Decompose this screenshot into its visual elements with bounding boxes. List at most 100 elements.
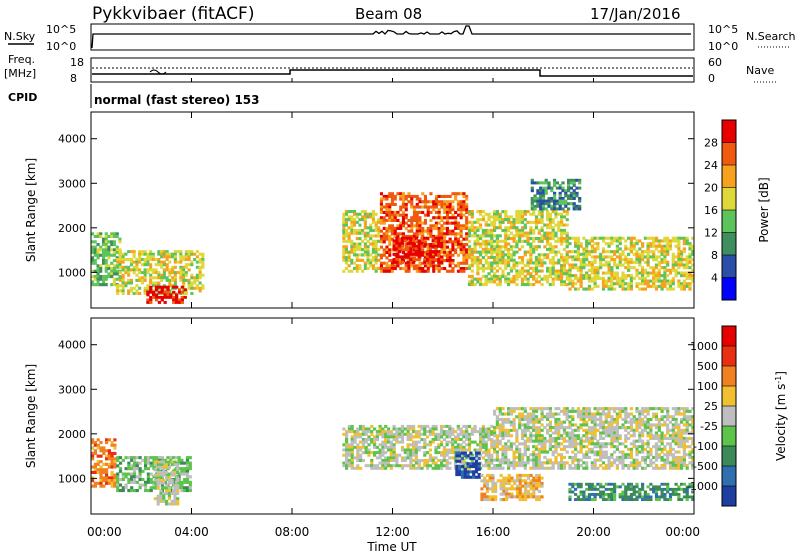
power-cell (530, 199, 534, 203)
velocity-cell (610, 423, 614, 427)
velocity-cell (479, 427, 483, 431)
power-cell (162, 250, 166, 254)
velocity-cell (574, 458, 578, 462)
power-cell (385, 197, 389, 201)
velocity-cell (437, 432, 441, 436)
power-cell (671, 258, 675, 262)
velocity-cell (487, 464, 491, 468)
power-cell (518, 269, 522, 273)
power-cell (551, 245, 555, 249)
power-cell (456, 237, 460, 241)
power-cell (400, 260, 405, 264)
velocity-cell (440, 435, 444, 439)
power-cell (434, 226, 438, 230)
velocity-cell (593, 436, 597, 440)
power-cell (355, 248, 359, 252)
power-cell (437, 208, 441, 212)
power-cell (421, 221, 425, 225)
power-cell (385, 264, 389, 268)
power-cell (401, 216, 405, 220)
power-cell (154, 281, 158, 285)
velocity-cell (532, 476, 536, 480)
power-cell (470, 264, 474, 268)
velocity-cell (498, 412, 502, 416)
power-cell (487, 231, 491, 235)
velocity-cell (138, 475, 142, 479)
velocity-cell (654, 442, 659, 446)
velocity-cell (649, 407, 653, 411)
power-cell (399, 213, 403, 217)
velocity-cell (494, 498, 498, 502)
power-cell (160, 288, 164, 292)
power-cell (473, 247, 477, 251)
power-cell (470, 283, 474, 287)
velocity-cell (587, 442, 592, 446)
nsearch-tick-bottom: 10^0 (708, 40, 738, 53)
velocity-cell (518, 464, 522, 468)
velocity-cell (568, 466, 572, 470)
velocity-cell (91, 454, 95, 458)
velocity-cell (364, 440, 368, 444)
power-cell (96, 248, 100, 252)
power-cell (561, 186, 565, 190)
velocity-cell (562, 436, 566, 440)
power-cell (632, 260, 636, 264)
velocity-cell (532, 423, 536, 427)
power-cell (177, 290, 182, 294)
power-cell (515, 277, 519, 281)
power-cell (165, 276, 169, 280)
velocity-cell (518, 420, 522, 424)
power-cell (610, 255, 614, 259)
power-cell (657, 255, 661, 259)
power-cell (459, 205, 463, 209)
power-cell (562, 272, 566, 276)
velocity-cell (466, 473, 470, 477)
power-cell (546, 237, 550, 241)
velocity-cell (375, 435, 379, 439)
velocity-cell (535, 484, 539, 488)
velocity-cell (381, 459, 385, 462)
power-cell (677, 244, 681, 248)
power-cell (104, 245, 108, 249)
power-cell (495, 245, 499, 249)
power-cell (509, 247, 513, 251)
velocity-cell (428, 443, 432, 447)
power-cell (138, 252, 142, 256)
velocity-cell (518, 492, 522, 496)
velocity-cell (585, 450, 589, 454)
velocity-cell (599, 447, 603, 451)
velocity-cell (465, 427, 469, 431)
power-cell (599, 258, 603, 262)
power-cell (151, 276, 155, 280)
power-cell (560, 266, 564, 270)
power-cell (490, 277, 494, 281)
power-cell (501, 253, 505, 257)
power-cell (504, 234, 508, 238)
power-cell (363, 242, 367, 246)
power-cell (610, 250, 614, 254)
power-cell (407, 267, 411, 271)
velocity-cell (596, 423, 600, 427)
velocity-cell (579, 458, 583, 462)
power-cell (162, 252, 166, 256)
power-cell (558, 199, 562, 203)
power-cell (632, 244, 636, 248)
power-cell (395, 244, 399, 248)
power-cell (495, 218, 499, 222)
power-cell (407, 259, 411, 263)
power-cell (590, 255, 594, 259)
velocity-cell (162, 478, 166, 482)
power-cell (371, 256, 375, 260)
velocity-cell (386, 435, 391, 439)
power-cell (501, 269, 505, 273)
power-cell (157, 260, 161, 264)
power-cell (629, 244, 633, 248)
power-cell (462, 224, 466, 228)
power-cell (169, 295, 173, 299)
power-cell (434, 236, 438, 240)
power-cell (374, 256, 378, 260)
velocity-cell (400, 445, 405, 449)
velocity-cell (440, 453, 444, 457)
power-cell (671, 236, 675, 240)
velocity-cell (428, 448, 432, 452)
